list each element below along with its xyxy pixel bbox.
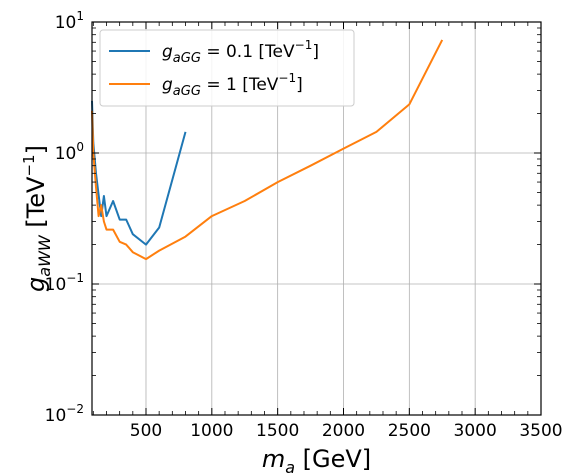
- y-axis-label: gaWW [TeV−1]: [20, 145, 54, 292]
- y-axis-label-unit-pre: [TeV: [22, 176, 50, 235]
- y-axis-label-unit-sup: −1: [20, 154, 38, 176]
- legend-label-series-2: gaGG = 1 [TeV−1]: [162, 71, 303, 99]
- y-axis-label-main: g: [22, 277, 50, 292]
- x-tick-label: 1500: [256, 421, 299, 441]
- x-axis-label-unit: [GeV]: [295, 445, 371, 473]
- x-tick-label: 3500: [519, 421, 562, 441]
- legend: gaGG = 0.1 [TeV−1] gaGG = 1 [TeV−1]: [99, 29, 355, 107]
- series-line-2: [91, 39, 444, 261]
- legend-label-series-1-sub: aGG: [173, 51, 201, 66]
- y-tick-label: 10−1: [45, 271, 84, 295]
- legend-label-series-1-sup: −1: [295, 38, 313, 52]
- legend-label-series-2-sup: −1: [278, 71, 296, 85]
- legend-label-series-1-eq: = 0.1 [TeV: [201, 42, 295, 62]
- x-axis-label-main: m: [262, 445, 285, 473]
- legend-label-series-2-end: ]: [296, 75, 303, 95]
- series-line-1: [91, 100, 187, 246]
- y-tick-label: 10−2: [45, 402, 84, 426]
- tick-labels: 500 1000 1500 2000 2500 3000 3500 10−2 10−1 100 10…: [45, 9, 563, 441]
- legend-label-series-1-g: g: [162, 42, 173, 62]
- legend-label-series-1: gaGG = 0.1 [TeV−1]: [162, 38, 319, 66]
- legend-box: [99, 29, 355, 107]
- legend-label-series-2-sub: aGG: [173, 84, 201, 99]
- y-axis-label-unit-post: ]: [22, 145, 50, 154]
- x-tick-label: 2500: [388, 421, 431, 441]
- x-tick-label: 500: [130, 421, 162, 441]
- legend-label-series-2-g: g: [162, 75, 173, 95]
- x-tick-label: 3000: [454, 421, 497, 441]
- y-tick-label: 101: [55, 9, 84, 33]
- x-axis-label: ma [GeV]: [262, 445, 371, 475]
- minor-ticks: [92, 22, 541, 415]
- x-axis-label-sub: a: [285, 458, 295, 475]
- x-tick-label: 1000: [190, 421, 233, 441]
- y-tick-label: 100: [55, 140, 84, 164]
- plot-frame: [91, 21, 542, 416]
- x-tick-label: 2000: [322, 421, 365, 441]
- series-layer: [91, 39, 444, 261]
- y-axis-label-sub: aWW: [35, 234, 54, 277]
- legend-label-series-1-end: ]: [312, 42, 319, 62]
- legend-label-series-2-eq: = 1 [TeV: [201, 75, 279, 95]
